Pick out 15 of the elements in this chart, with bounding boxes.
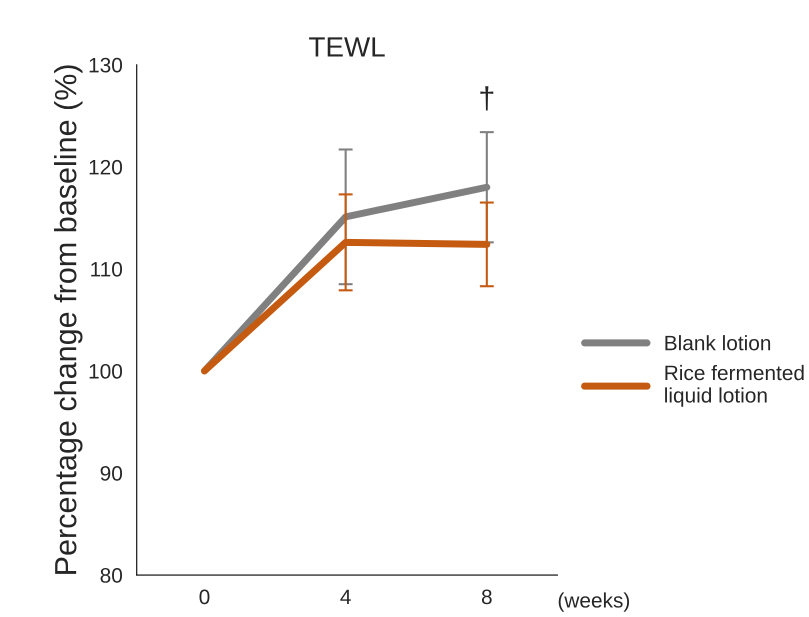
y-tick-label: 80	[100, 568, 122, 583]
x-tick-label: 4	[340, 590, 351, 604]
y-tick-label: 100	[90, 364, 122, 379]
text: (weeks)	[558, 592, 630, 612]
y-tick-label: 90	[100, 466, 122, 481]
y-axis-title: Percentage change from baseline (%)	[54, 65, 83, 574]
y-tick-label: 130	[90, 58, 122, 73]
y-tick-label: 120	[90, 160, 122, 175]
annotation: †	[480, 86, 494, 110]
legend-label: Blank lotion	[665, 335, 770, 350]
y-tick-label: 110	[91, 262, 122, 277]
x-tick-label: 0	[200, 589, 210, 604]
legend-label: Rice fermented liquid lotion	[665, 364, 804, 407]
chart-title: TEWL	[309, 37, 385, 56]
x-tick-label: 8	[482, 589, 492, 604]
